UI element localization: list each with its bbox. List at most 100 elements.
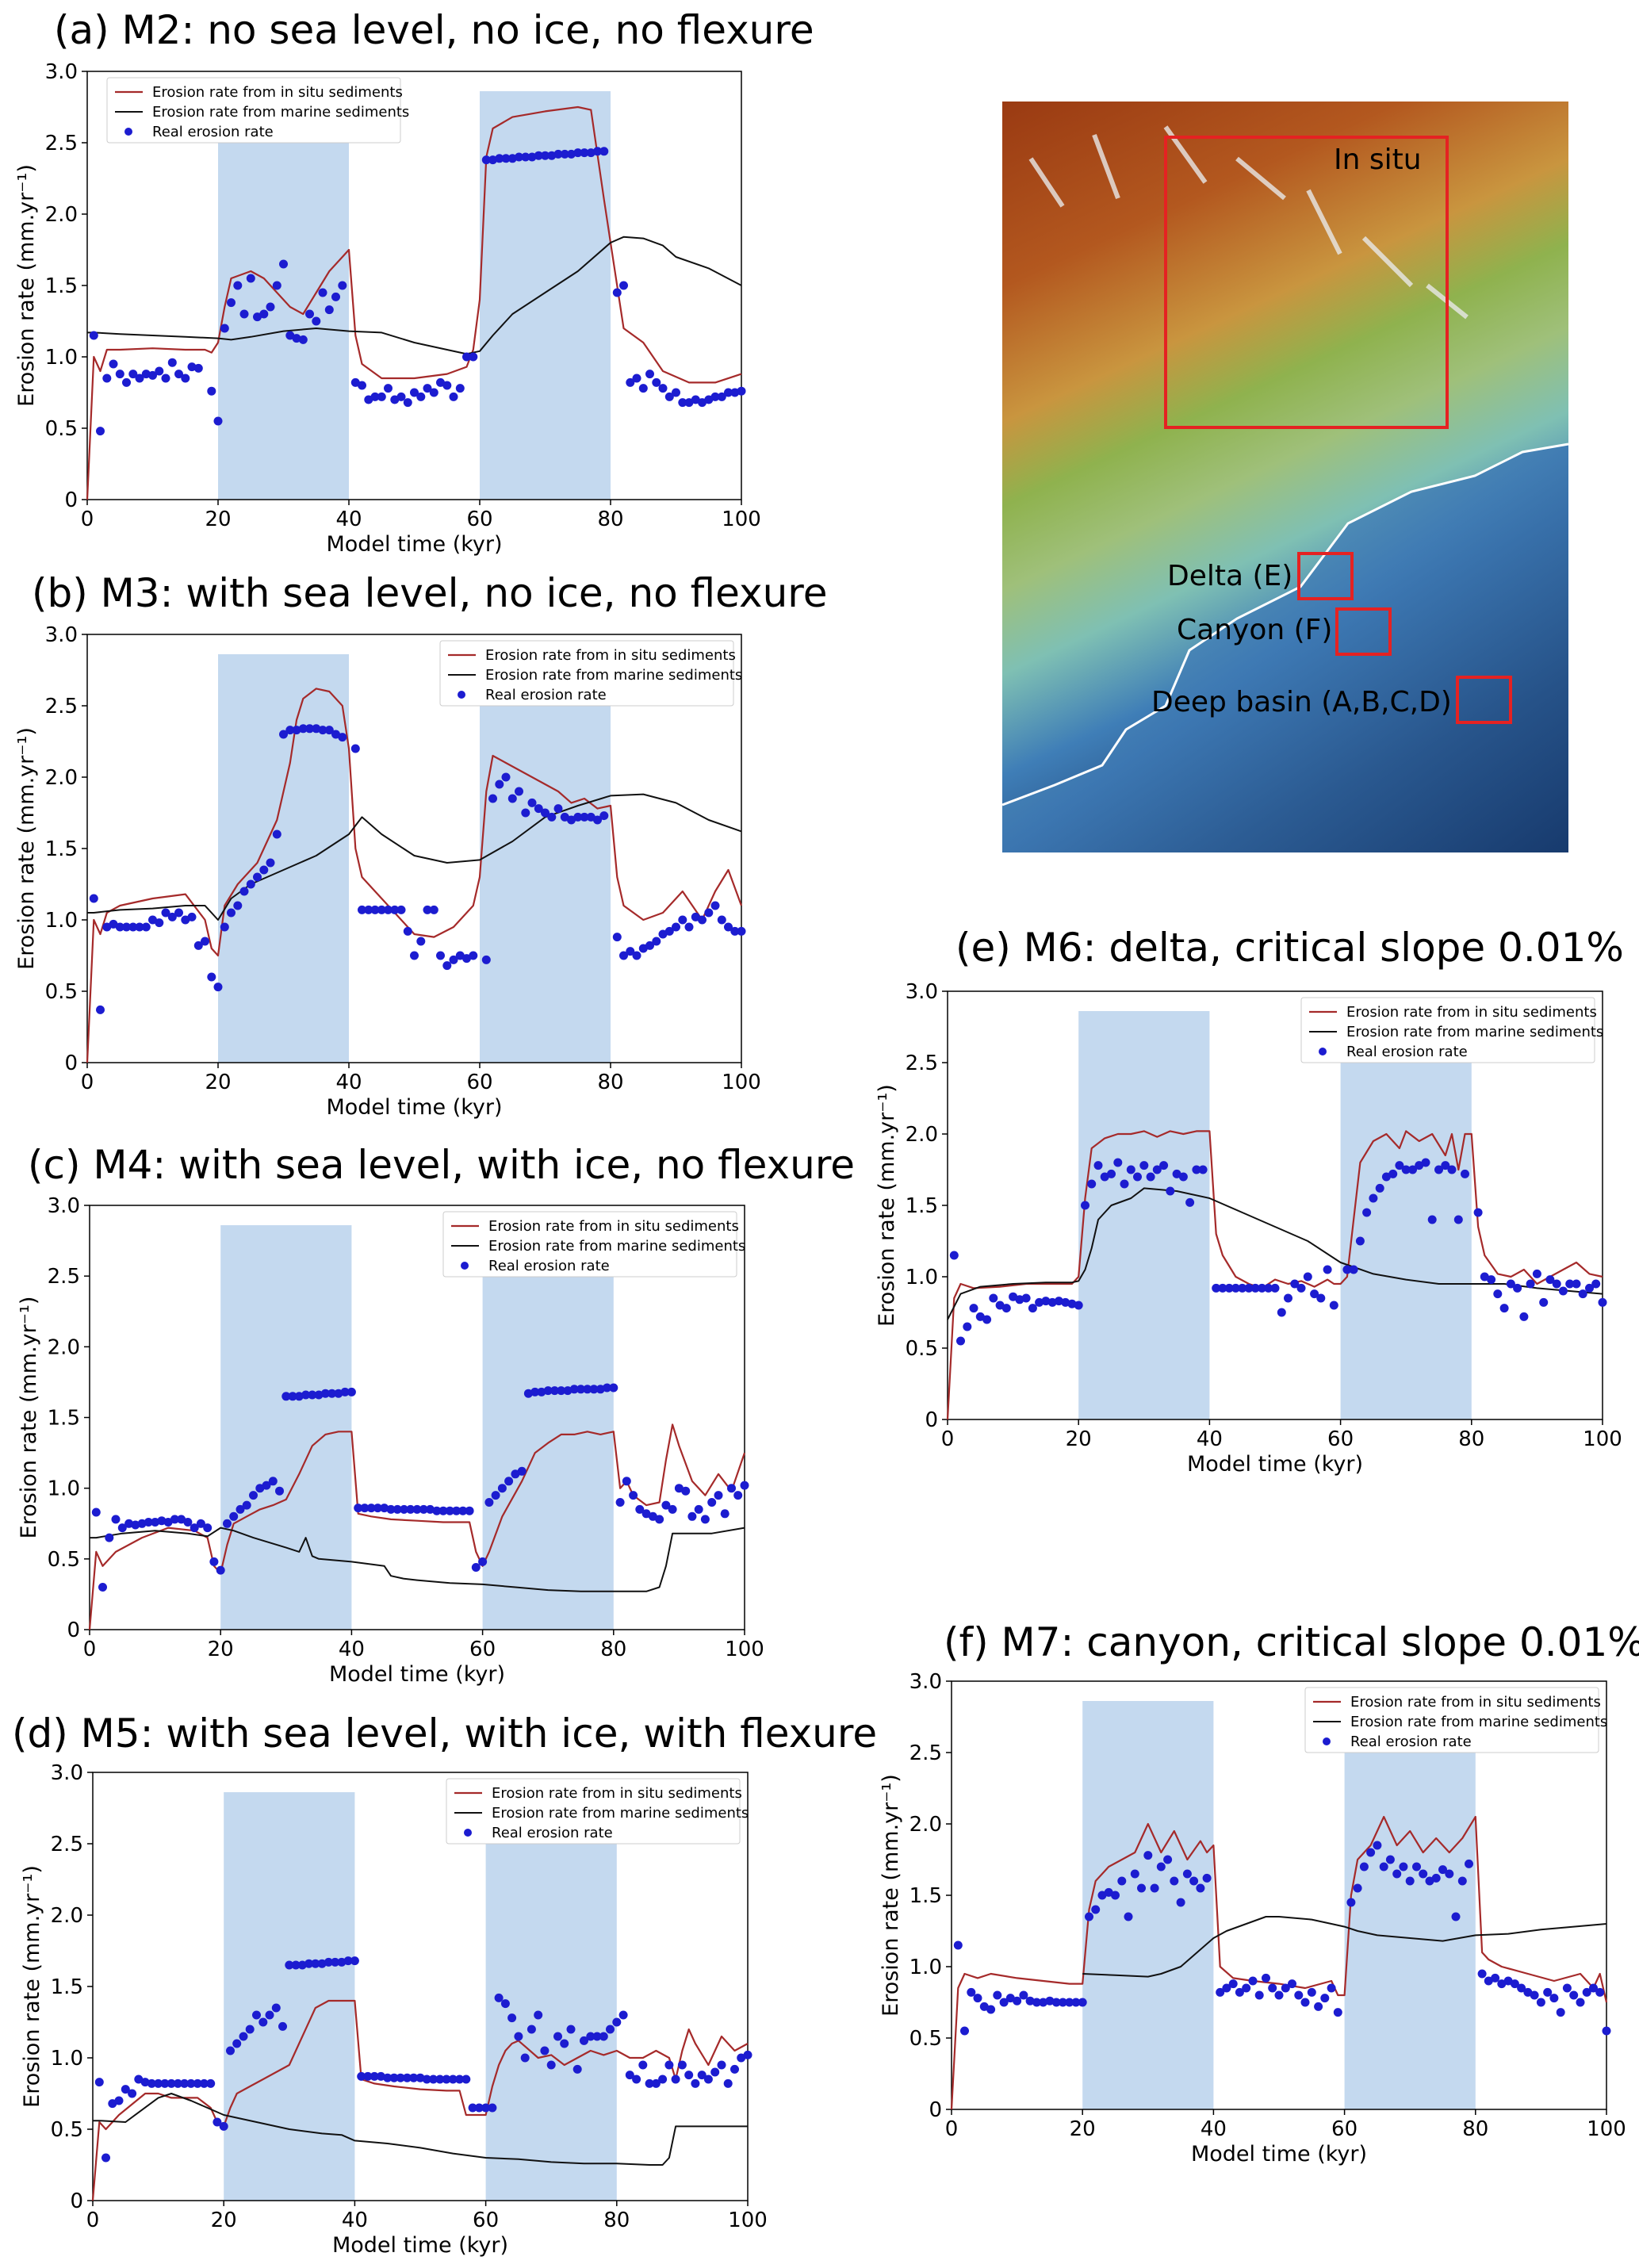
real-erosion-point [301, 1390, 311, 1400]
real-erosion-point [1126, 1165, 1135, 1174]
real-erosion-point [442, 961, 452, 971]
y-tick-label: 0 [64, 488, 78, 512]
real-erosion-point [687, 1511, 697, 1521]
real-erosion-point [1163, 1855, 1173, 1864]
real-erosion-point [1523, 1987, 1533, 1997]
x-tick-label: 40 [1201, 2117, 1227, 2141]
real-erosion-point [1303, 1272, 1312, 1281]
x-tick-label: 100 [725, 1638, 764, 1661]
real-erosion-point [1310, 1289, 1319, 1299]
real-erosion-point [298, 335, 308, 344]
real-erosion-point [1021, 1293, 1031, 1303]
real-erosion-point [266, 858, 275, 868]
real-erosion-point [1139, 1161, 1149, 1170]
real-erosion-point [530, 1387, 540, 1396]
real-erosion-point [155, 918, 164, 928]
real-erosion-point [1152, 1165, 1162, 1174]
real-erosion-point [320, 1389, 330, 1398]
real-erosion-point [370, 2071, 379, 2081]
real-erosion-point [1242, 1983, 1251, 1993]
real-erosion-point [354, 1504, 363, 1513]
real-erosion-point [1556, 2008, 1565, 2017]
real-erosion-point [109, 919, 118, 929]
real-erosion-point [622, 1477, 631, 1486]
real-erosion-point [1595, 1987, 1605, 1997]
real-erosion-point [507, 2013, 517, 2023]
real-erosion-point [458, 1506, 468, 1515]
real-erosion-point [661, 1500, 671, 1510]
real-erosion-point [1156, 1862, 1166, 1871]
real-erosion-point [1078, 1998, 1087, 2007]
legend-entry: Real erosion rate [152, 124, 274, 140]
real-erosion-point [1176, 1898, 1185, 1907]
real-erosion-point [586, 812, 595, 822]
real-erosion-point [704, 908, 714, 918]
real-erosion-point [1081, 1201, 1089, 1210]
real-erosion-point [534, 2010, 543, 2020]
real-erosion-point [1091, 1905, 1101, 1914]
real-erosion-point [632, 951, 641, 960]
real-erosion-point [271, 2003, 281, 2013]
chart-c: (c) M4: with sea level, with ice, no fle… [17, 1142, 855, 1687]
real-erosion-point [698, 915, 707, 925]
legend-box [439, 640, 734, 707]
real-erosion-point [432, 1506, 442, 1515]
real-erosion-point [710, 901, 720, 910]
real-erosion-point [632, 374, 641, 383]
real-erosion-point [1143, 1851, 1153, 1860]
real-erosion-point [233, 901, 243, 910]
real-erosion-point [1445, 1869, 1454, 1879]
legend-swatch-real [124, 128, 132, 136]
real-erosion-point [285, 726, 295, 735]
chart-title: (b) M3: with sea level, no ice, no flexu… [32, 570, 828, 616]
real-erosion-point [504, 1477, 514, 1486]
real-erosion-point [1385, 1855, 1395, 1864]
real-erosion-point [167, 2078, 176, 2088]
legend-entry: Real erosion rate [488, 1258, 610, 1274]
real-erosion-point [547, 812, 557, 822]
real-erosion-point [426, 1504, 435, 1514]
real-erosion-point [1461, 1169, 1469, 1178]
legend-entry: Erosion rate from marine sediments [488, 1238, 745, 1255]
real-erosion-point [1473, 1208, 1483, 1217]
x-tick-label: 80 [1458, 1427, 1484, 1451]
real-erosion-point [1281, 1983, 1290, 1993]
real-erosion-point [1137, 1883, 1146, 1893]
real-erosion-point [648, 1511, 657, 1521]
y-tick-label: 0 [64, 1052, 78, 1075]
real-erosion-point [111, 1515, 121, 1524]
real-erosion-point [181, 915, 190, 925]
real-erosion-point [384, 384, 393, 393]
real-erosion-point [707, 1498, 717, 1507]
series-in-situ-line [946, 1130, 1603, 1420]
y-axis-label: Erosion rate (mm.yr⁻¹) [875, 1084, 899, 1327]
real-erosion-point [279, 259, 288, 269]
real-erosion-point [449, 955, 458, 964]
real-erosion-point [975, 1312, 985, 1321]
chart-a: (a) M2: no sea level, no ice, no flexure… [14, 7, 814, 557]
real-erosion-point [521, 808, 530, 818]
real-erosion-point [515, 152, 523, 162]
real-erosion-point [223, 1519, 232, 1528]
real-erosion-point [285, 331, 295, 340]
real-erosion-point [1051, 1998, 1061, 2007]
real-erosion-point [141, 922, 151, 932]
real-erosion-point [580, 2036, 588, 2045]
y-axis-label: Erosion rate (mm.yr⁻¹) [14, 727, 39, 970]
real-erosion-point [474, 2103, 484, 2113]
real-erosion-point [1028, 1304, 1037, 1313]
real-erosion-point [1100, 1172, 1109, 1182]
real-erosion-point [157, 1516, 167, 1526]
real-erosion-point [668, 1504, 677, 1514]
real-erosion-point [317, 1959, 327, 1968]
real-erosion-point [553, 804, 563, 814]
real-erosion-point [1323, 1265, 1332, 1274]
real-erosion-point [461, 2075, 471, 2084]
real-erosion-point [383, 2073, 393, 2082]
y-tick-label: 0 [925, 1408, 938, 1432]
x-tick-label: 80 [597, 508, 623, 531]
real-erosion-point [1065, 1998, 1074, 2007]
real-erosion-point [259, 309, 269, 319]
real-erosion-point [1441, 1161, 1450, 1170]
real-erosion-point [1491, 1973, 1500, 1983]
